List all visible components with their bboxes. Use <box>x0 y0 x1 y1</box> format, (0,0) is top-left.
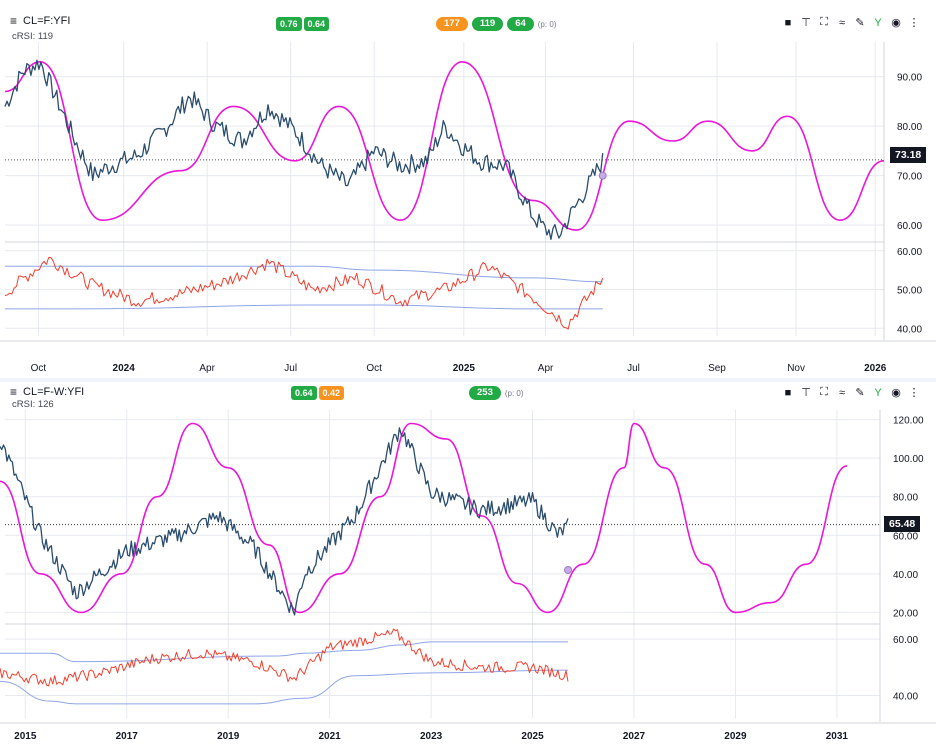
bottom-osc-tick: 40.00 <box>893 691 918 702</box>
bottom-badge-1: 0.64 <box>291 386 317 400</box>
top-x-tick: Jul <box>284 363 297 374</box>
bottom-osc-tick: 60.00 <box>893 635 918 646</box>
pane-separator <box>0 378 936 382</box>
top-price-line <box>4 59 604 241</box>
top-x-tick: Nov <box>787 363 805 374</box>
top-cycles: 177 119 64 (p: 0) <box>436 17 556 31</box>
bottom-x-tick: 2025 <box>521 731 544 742</box>
bottom-y-tick: 80.00 <box>893 493 918 504</box>
top-x-tick: 2025 <box>453 363 476 374</box>
top-toolbar: ■ ⊤ ⛶ ≈ ✎ Y ◉ ⋮ <box>782 16 920 29</box>
bottom-y-tick: 40.00 <box>893 570 918 581</box>
top-rsi-upper-band <box>5 265 603 283</box>
bottom-cycle-1[interactable]: 253 <box>469 386 501 400</box>
top-x-tick: 2026 <box>864 363 887 374</box>
top-x-tick: 2024 <box>113 363 136 374</box>
top-osc-tick: 60.00 <box>897 247 922 258</box>
top-cycle-line <box>4 60 885 231</box>
bottom-y-tick: 60.00 <box>893 531 918 542</box>
eye-icon[interactable]: ◉ <box>891 17 901 29</box>
top-x-tick: Sep <box>708 363 726 374</box>
bottom-x-tick: 2027 <box>623 731 646 742</box>
bottom-last-price: 65.48 <box>884 516 921 532</box>
brush-icon[interactable]: ✎ <box>855 17 865 29</box>
save-icon[interactable]: ■ <box>784 16 792 29</box>
fork-icon-bottom[interactable]: Y <box>874 386 882 399</box>
bottom-y-tick: 120.00 <box>893 416 924 427</box>
menu-icon[interactable]: ≡ <box>10 14 18 28</box>
menu-icon-bottom[interactable]: ≡ <box>10 385 18 399</box>
brush-icon-bottom[interactable]: ✎ <box>855 387 865 399</box>
top-y-tick: 60.00 <box>897 221 922 232</box>
top-y-tick: 80.00 <box>897 122 922 133</box>
top-indicator-label: cRSI: 119 <box>12 31 54 42</box>
top-symbol[interactable]: CL=F:YFI <box>23 15 71 27</box>
bottom-cycles: 253 (p: 0) <box>469 386 524 400</box>
top-last-price: 73.18 <box>890 147 927 163</box>
bottom-x-tick: 2023 <box>420 731 443 742</box>
top-osc-tick: 40.00 <box>897 324 922 335</box>
wave-icon[interactable]: ≈ <box>838 16 846 29</box>
fullscreen-icon-bottom[interactable]: ⛶ <box>820 386 828 398</box>
bottom-rsi-upper-band <box>0 641 568 663</box>
top-x-tick: Apr <box>199 363 215 374</box>
top-header: ≡ CL=F:YFI <box>10 14 70 28</box>
bottom-x-tick: 2017 <box>116 731 139 742</box>
bottom-badge-2: 0.42 <box>318 386 345 400</box>
fork-icon[interactable]: Y <box>874 16 882 29</box>
top-y-tick: 90.00 <box>897 73 922 84</box>
top-x-tick: Oct <box>31 363 47 374</box>
more-icon-bottom[interactable]: ⋮ <box>908 387 920 399</box>
bottom-x-tick: 2021 <box>319 731 342 742</box>
top-x-tick: Jul <box>627 363 640 374</box>
more-icon[interactable]: ⋮ <box>908 17 920 29</box>
bottom-toolbar: ■ ⊤ ⛶ ≈ ✎ Y ◉ ⋮ <box>782 386 920 399</box>
top-cycle-1[interactable]: 177 <box>436 17 468 31</box>
top-rsi-line <box>4 257 604 330</box>
bottom-symbol[interactable]: CL=F-W:YFI <box>23 386 85 398</box>
top-badge-2: 0.64 <box>303 17 330 31</box>
bottom-header: ≡ CL=F-W:YFI <box>10 385 84 399</box>
top-x-tick: Oct <box>366 363 382 374</box>
eye-icon-bottom[interactable]: ◉ <box>891 387 901 399</box>
bottom-indicator-label: cRSI: 126 <box>12 399 54 410</box>
pin-icon[interactable]: ⊤ <box>801 17 811 29</box>
bottom-y-tick: 100.00 <box>893 454 924 465</box>
bottom-rsi-line <box>0 628 569 687</box>
bottom-rsi-lower-band <box>0 669 569 705</box>
top-y-tick: 70.00 <box>897 172 922 183</box>
top-cycle-marker <box>598 171 607 180</box>
bottom-x-tick: 2019 <box>217 731 240 742</box>
bottom-y-tick: 20.00 <box>893 608 918 619</box>
top-badges: 0.76 0.64 <box>276 17 330 31</box>
bottom-x-tick: 2015 <box>14 731 37 742</box>
bottom-price-line <box>0 427 569 616</box>
bottom-cycle-line <box>0 422 848 614</box>
save-icon-bottom[interactable]: ■ <box>784 386 792 399</box>
bottom-cycle-marker <box>564 565 573 574</box>
top-rsi-lower-band <box>5 304 603 310</box>
top-x-tick: Apr <box>538 363 554 374</box>
top-p-note: (p: 0) <box>537 19 557 29</box>
wave-icon-bottom[interactable]: ≈ <box>838 386 846 399</box>
bottom-p-note: (p: 0) <box>504 388 524 398</box>
bottom-badges: 0.64 0.42 <box>291 386 345 400</box>
pin-icon-bottom[interactable]: ⊤ <box>801 387 811 399</box>
fullscreen-icon[interactable]: ⛶ <box>820 16 828 28</box>
top-osc-tick: 50.00 <box>897 286 922 297</box>
top-cycle-2[interactable]: 119 <box>471 17 504 31</box>
top-cycle-3[interactable]: 64 <box>507 17 534 31</box>
top-badge-1: 0.76 <box>276 17 302 31</box>
bottom-x-tick: 2029 <box>724 731 747 742</box>
bottom-x-tick: 2031 <box>826 731 849 742</box>
